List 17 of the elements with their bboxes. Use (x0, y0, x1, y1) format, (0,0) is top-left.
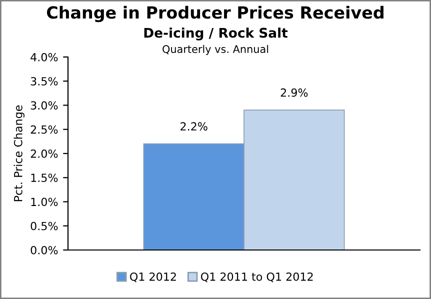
legend-label: Q1 2011 to Q1 2012 (200, 272, 313, 282)
y-tick-label: 1.0% (31, 198, 58, 206)
y-tick-label: 3.5% (30, 77, 58, 86)
data-label: 2.2% (180, 122, 208, 131)
y-axis-title: Pct. Price Change (14, 105, 24, 202)
y-tick-label: 1.5% (31, 174, 58, 182)
y-tick-label: 0.5% (30, 222, 58, 230)
y-tick-label: 3.0% (30, 101, 58, 110)
chart-title: Change in Producer Prices Received (46, 6, 384, 22)
y-tick-label: 2.0% (30, 149, 58, 158)
y-tick-label: 0.0% (30, 246, 58, 254)
data-label: 2.9% (280, 88, 308, 97)
text: Quarterly vs. Annual (162, 44, 268, 56)
legend-label: Q1 2012 (130, 272, 176, 282)
chart-subtitle: De-icing / Rock Salt (144, 28, 288, 40)
y-tick-label: 4.0% (30, 52, 58, 62)
y-tick-label: 2.5% (30, 125, 58, 134)
